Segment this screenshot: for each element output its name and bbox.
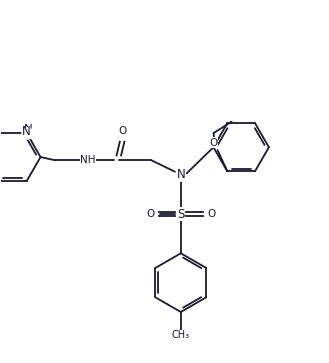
Text: O: O (146, 209, 155, 219)
Text: NH: NH (80, 155, 96, 165)
Text: N: N (22, 125, 31, 138)
Text: CH₃: CH₃ (172, 330, 190, 340)
Text: N: N (24, 123, 33, 136)
Text: O: O (118, 126, 126, 136)
Text: S: S (177, 208, 185, 221)
Text: O: O (210, 138, 218, 148)
Text: N: N (176, 168, 185, 182)
Text: O: O (207, 209, 215, 219)
